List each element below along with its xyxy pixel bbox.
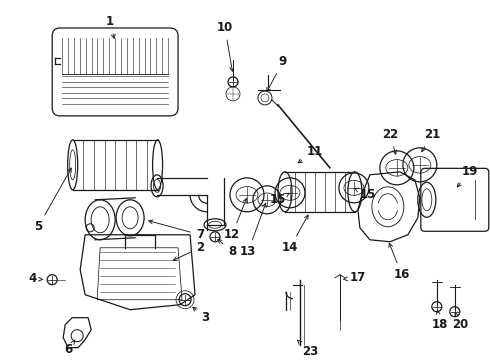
Text: 8: 8 [218, 239, 236, 258]
Text: 21: 21 [422, 129, 440, 152]
Text: 12: 12 [224, 198, 247, 241]
Text: 7: 7 [149, 220, 204, 241]
Text: 19: 19 [457, 165, 478, 187]
Text: 9: 9 [267, 55, 287, 91]
Text: 2: 2 [173, 241, 204, 260]
Text: 1: 1 [106, 15, 115, 38]
Text: 22: 22 [382, 129, 398, 154]
Text: 4: 4 [28, 272, 43, 285]
Text: 14: 14 [282, 215, 308, 254]
Text: 13: 13 [240, 203, 266, 258]
Text: 15: 15 [270, 193, 289, 206]
Text: 10: 10 [217, 22, 234, 71]
Text: 6: 6 [64, 340, 75, 356]
Text: 5: 5 [34, 168, 72, 233]
Text: 3: 3 [193, 307, 209, 324]
Text: 18: 18 [432, 310, 448, 331]
Text: 23: 23 [297, 340, 318, 358]
Text: 16: 16 [389, 243, 410, 281]
Text: 17: 17 [343, 271, 366, 284]
Text: 20: 20 [452, 312, 468, 331]
Text: 11: 11 [298, 145, 323, 163]
Text: 15: 15 [354, 188, 376, 201]
